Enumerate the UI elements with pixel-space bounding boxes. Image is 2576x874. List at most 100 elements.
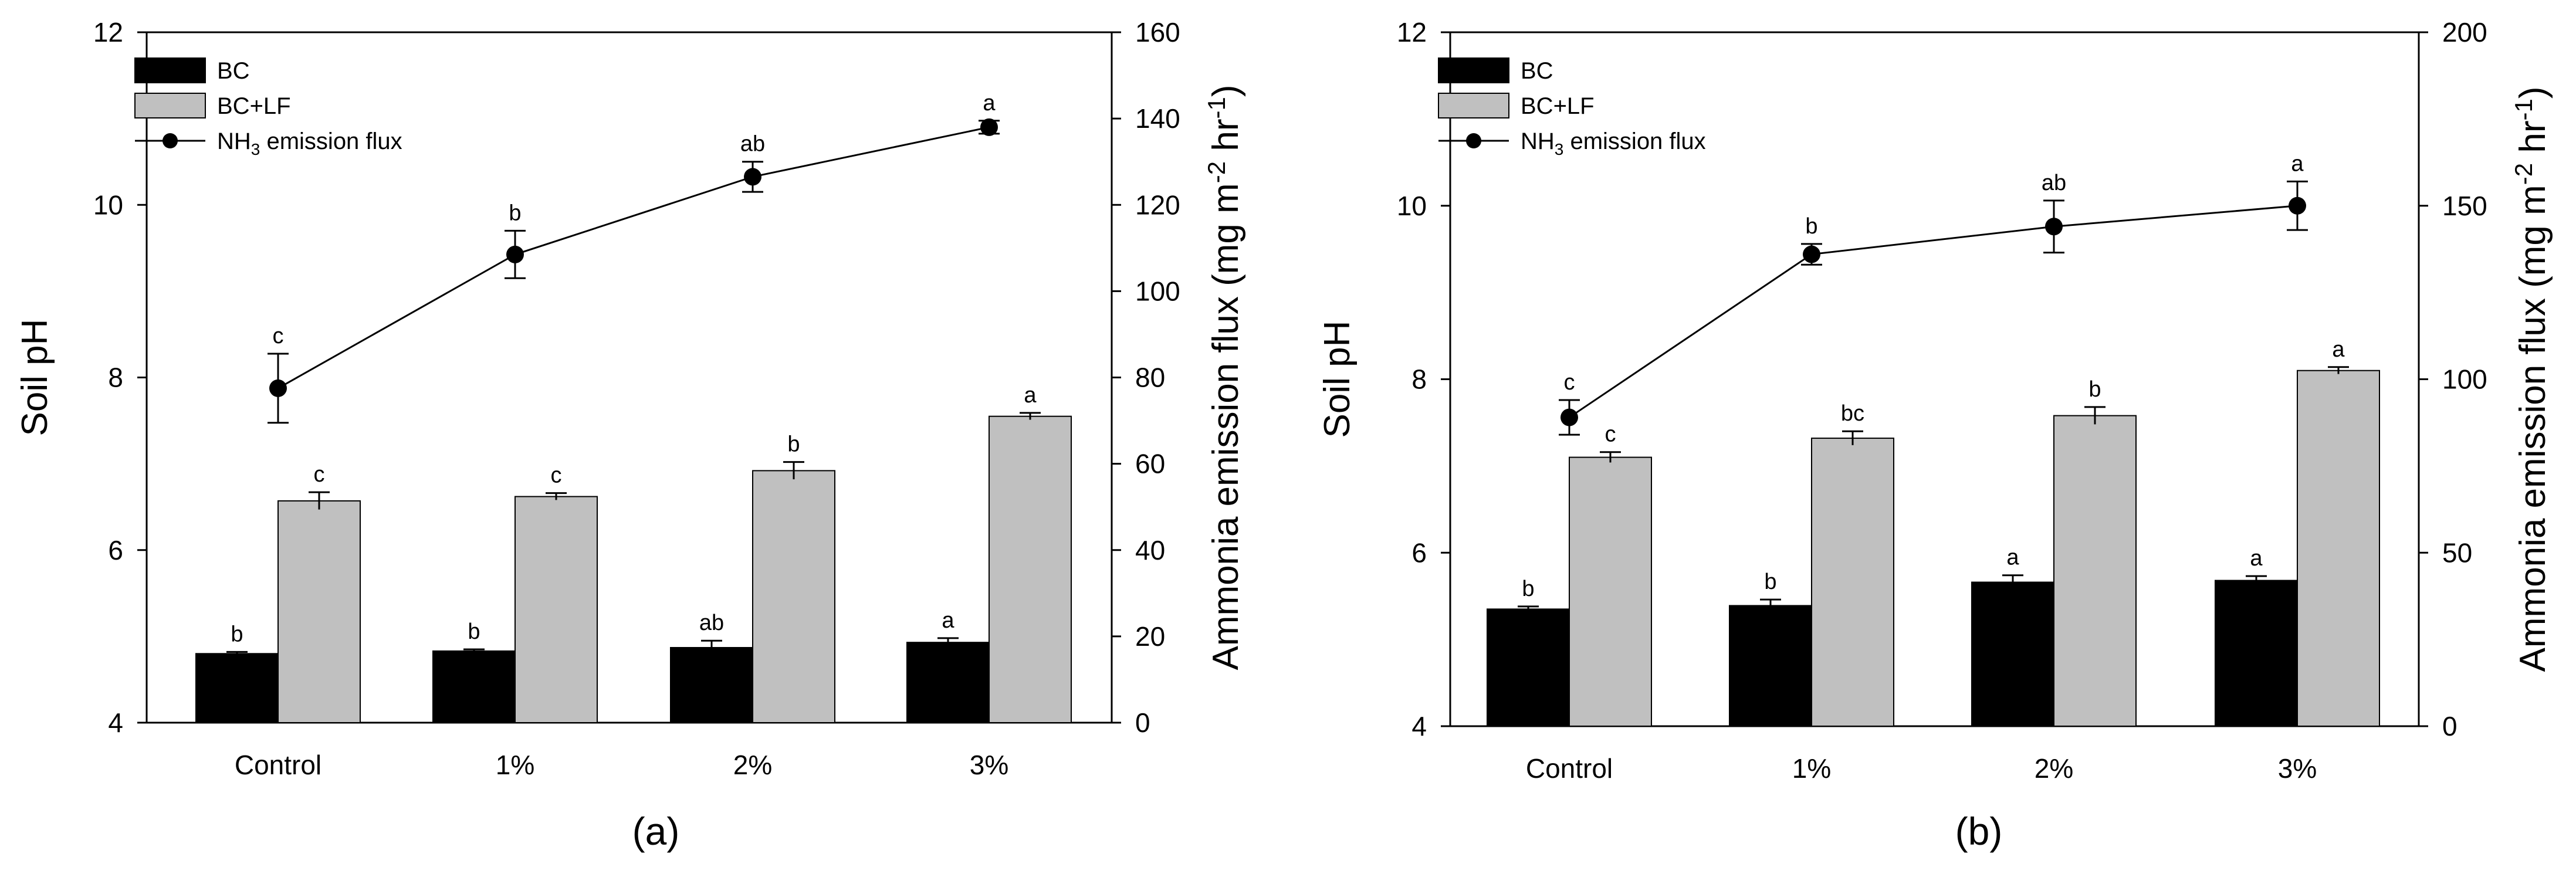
significance-label: b [1522,577,1534,601]
category-label: 2% [2035,753,2073,784]
legend-label-flux: NH3 emission flux [217,128,402,158]
y2-title-main: Ammonia emission flux (mg m [1206,183,1246,670]
bar-bclf [514,496,598,723]
y2-axis-title: Ammonia emission flux (mg m-2 hr-1) [1203,84,1246,670]
y2-tick-label: 160 [1135,17,1180,48]
significance-label: ab [699,611,724,635]
y2-tick-label: 40 [1135,535,1165,565]
significance-label: a [2332,337,2345,362]
bar-bclf [1811,438,1894,727]
y2-title-close: ) [1206,84,1246,97]
category-label: 2% [733,750,772,780]
flux-point [980,118,998,136]
y2-tick-label: 140 [1135,103,1180,134]
significance-label: c [1605,422,1616,447]
category-label: Control [1526,753,1613,784]
significance-label: a [2006,546,2019,570]
flux-point [2289,197,2306,215]
significance-label: b [1805,214,1817,239]
legend-flux-post: emission flux [260,128,402,154]
legend-flux-pre: NH [217,128,251,154]
significance-label: b [1764,570,1776,594]
flux-point [506,245,524,263]
panel-label: (b) [1955,809,2003,853]
legend-swatch-bclf [134,93,206,118]
y2-tick-label: 100 [1135,276,1180,306]
y2-tick-label: 200 [2442,17,2487,48]
legend-swatch-bclf [1438,93,1509,118]
significance-label: b [2088,377,2101,402]
significance-label: c [273,324,284,348]
y2-tick-label: 0 [2442,711,2457,741]
flux-point [1803,245,1820,263]
y2-tick-label: 100 [2442,364,2487,395]
y-tick-label: 6 [1411,537,1427,568]
panel-label: (a) [632,809,680,853]
flux-point [2045,218,2063,236]
y2-title-exp2: -1 [2510,99,2537,120]
y2-tick-label: 120 [1135,189,1180,220]
y-axis-title: Soil pH [1317,321,1358,438]
significance-label: b [468,619,480,644]
y-tick-label: 8 [1411,364,1427,395]
legend-label-bclf: BC+LF [217,93,291,119]
bar-bc [1729,605,1812,727]
significance-label: ab [740,132,765,157]
y2-title-exp1: -2 [1203,161,1230,183]
legend-flux-pre: NH [1521,128,1555,154]
flux-series-line [1569,205,2298,418]
significance-label: c [314,462,325,487]
y2-tick-label: 0 [1135,707,1150,738]
bar-bclf [1569,456,1652,727]
legend-flux-post: emission flux [1563,128,1705,154]
significance-label: a [942,608,954,633]
y2-axis-title: Ammonia emission flux (mg m-2 hr-1) [2510,86,2553,672]
significance-label: c [1564,370,1575,395]
significance-label: a [983,91,996,116]
category-label: 3% [970,750,1008,780]
y2-tick-label: 50 [2442,537,2472,568]
significance-label: a [1024,383,1037,408]
category-label: 1% [1792,753,1831,784]
legend-label-bc: BC [1521,58,1553,84]
bar-bclf [989,415,1072,723]
bar-bc [432,650,516,723]
legend: BC BC+LF NH3 emission flux [134,57,402,158]
y2-tick-label: 150 [2442,191,2487,221]
chart-panel-b: 4 6 8 10 12 0 50 100 150 200 Soil pH Ammonia emissi… [1317,17,2553,853]
significance-label: ab [2042,171,2066,195]
significance-label: b [231,622,243,646]
bar-bc [2215,580,2298,727]
significance-label: a [2291,151,2304,176]
y2-title-mid: hr [1206,118,1246,161]
y2-title-mid: hr [2513,120,2553,162]
bar-bc [1971,581,2054,727]
y-tick-label: 10 [93,189,123,220]
bar-bc [1487,608,1570,727]
category-label: 1% [496,750,534,780]
bar-bc [195,653,279,724]
legend-swatch-bc [1438,57,1509,83]
y2-tick-label: 20 [1135,621,1165,652]
bar-bclf [2297,370,2380,727]
flux-point [269,379,287,397]
significance-label: b [787,432,800,457]
y-tick-label: 4 [1411,711,1427,741]
y-tick-label: 12 [93,17,123,48]
y2-title-main: Ammonia emission flux (mg m [2513,185,2553,672]
bar-bc [670,647,753,723]
significance-label: c [551,463,562,488]
y2-title-exp1: -2 [2510,163,2537,185]
y-axis-title: Soil pH [15,319,55,436]
significance-label: a [2250,546,2263,571]
y2-title-close: ) [2513,86,2553,99]
flux-point [1561,408,1578,426]
legend: BC BC+LF NH3 emission flux [1438,57,1706,158]
legend-swatch-bc [134,57,206,83]
category-label: Control [235,750,321,780]
bar-bc [906,642,990,723]
y-tick-label: 8 [108,363,123,393]
y-tick-label: 6 [108,535,123,565]
legend-label-bc: BC [217,58,250,84]
